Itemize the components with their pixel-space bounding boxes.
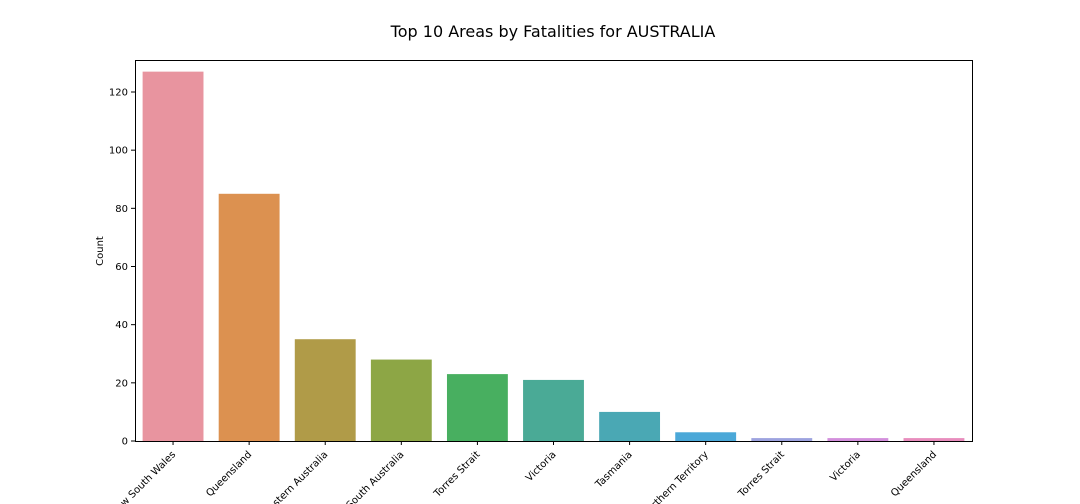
bar [827, 438, 889, 441]
y-tick-label: 0 [122, 437, 128, 448]
x-tick-label: Queensland [204, 449, 254, 499]
bar [903, 438, 965, 441]
x-tick-label: Northern Territory [640, 449, 711, 504]
y-tick-label: 40 [115, 320, 128, 331]
y-tick-label: 120 [109, 87, 128, 98]
x-ticks-group: New South Wales Queensland Western Austral… [109, 441, 939, 504]
x-tick-label: New South Wales [109, 449, 178, 504]
y-ticks-group: 0 20 40 60 80 100 120 [109, 87, 135, 448]
y-tick-label: 60 [115, 262, 128, 273]
bar [142, 71, 204, 441]
plot-frame [135, 60, 973, 442]
chart-title: Top 10 Areas by Fatalities for AUSTRALIA [390, 22, 716, 41]
bar [751, 438, 813, 441]
y-axis-label: Count [95, 236, 106, 266]
bar [294, 339, 356, 441]
x-tick-label: Torres Strait [736, 449, 787, 500]
bar [599, 411, 661, 441]
bar [675, 432, 737, 441]
bar [370, 359, 432, 441]
y-tick-label: 20 [115, 378, 128, 389]
bar [218, 193, 280, 441]
x-tick-label: Queensland [889, 449, 939, 499]
x-tick-label: Victoria [524, 449, 559, 484]
x-tick-label: South Australia [345, 449, 407, 504]
x-tick-label: Victoria [828, 449, 863, 484]
y-tick-label: 80 [115, 204, 128, 215]
x-tick-label: Torres Strait [432, 449, 483, 500]
bar [523, 379, 584, 441]
x-tick-label: Tasmania [593, 449, 635, 491]
y-tick-label: 100 [109, 146, 128, 157]
x-tick-label: Western Australia [260, 449, 330, 504]
bar [446, 374, 508, 441]
bars-group [142, 71, 965, 441]
